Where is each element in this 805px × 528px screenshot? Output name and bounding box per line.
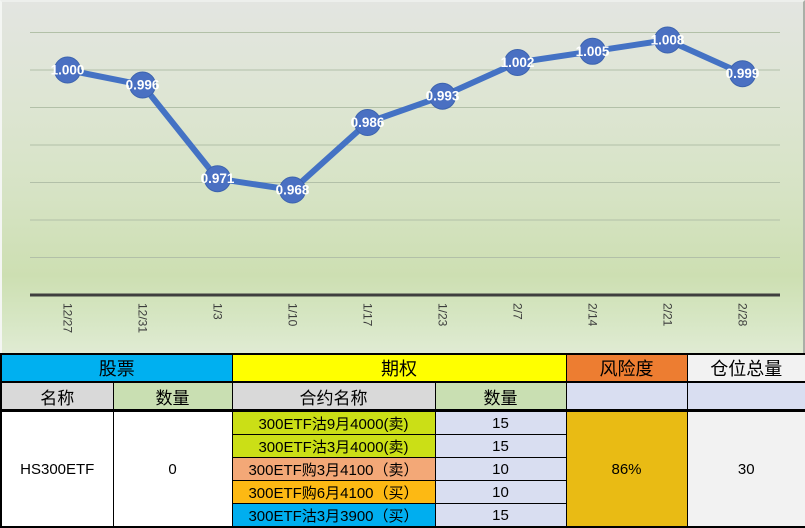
header-stock[interactable]: 股票 — [0, 353, 233, 383]
group-header-row: 股票 期权 风险度 仓位总量 — [0, 353, 805, 383]
data-point-marker — [54, 56, 81, 84]
contract-qty-cell[interactable]: 15 — [434, 410, 567, 435]
table-row: 300ETF购6月4100（买） 10 — [1, 480, 805, 504]
subheader-total-blank[interactable] — [686, 381, 805, 412]
data-point-label: 1.002 — [501, 55, 535, 70]
x-axis-tick-label: 12/27 — [61, 303, 75, 333]
data-point-marker — [279, 176, 306, 204]
x-axis-tick-label: 2/7 — [511, 303, 525, 320]
contract-name-cell[interactable]: 300ETF沽3月4000(卖) — [231, 434, 436, 458]
contract-name-cell[interactable]: 300ETF购3月4100（卖） — [231, 457, 436, 481]
subheader-risk-blank[interactable] — [565, 381, 688, 412]
header-option[interactable]: 期权 — [231, 353, 567, 383]
x-axis-tick-label: 2/14 — [586, 303, 600, 327]
data-point-label: 0.971 — [201, 171, 235, 186]
data-point-marker — [204, 165, 231, 193]
contract-name-cell[interactable]: 300ETF沽9月4000(卖) — [231, 410, 436, 435]
data-point-label: 1.000 — [51, 63, 85, 78]
contract-name-cell[interactable]: 300ETF购6月4100（买） — [231, 480, 436, 504]
stock-name-cell[interactable]: HS300ETF — [0, 410, 114, 528]
data-point-label: 1.008 — [651, 33, 685, 48]
table-row: HS300ETF 0 300ETF沽9月4000(卖) 15 86% 30 — [0, 410, 805, 528]
data-point-label: 1.005 — [576, 44, 610, 59]
sub-header-row: 名称 数量 合约名称 数量 — [0, 381, 805, 412]
contract-name-cell[interactable]: 300ETF沽3月3900（买） — [231, 503, 436, 528]
contract-qty-cell[interactable]: 15 — [434, 503, 567, 528]
contract-qty-cell[interactable]: 15 — [434, 434, 567, 458]
x-axis-tick-label: 1/17 — [361, 303, 375, 327]
header-risk[interactable]: 风险度 — [565, 353, 688, 383]
stock-qty-cell[interactable]: 0 — [112, 410, 233, 528]
data-point-label: 0.968 — [276, 183, 310, 198]
x-axis-tick-label: 1/23 — [436, 303, 450, 327]
net-value-line-chart[interactable]: 1.000 12/27 0.996 12/31 0.971 1/3 0.968 1/10 0.9… — [0, 0, 805, 353]
data-point-marker — [579, 37, 606, 65]
data-point-label: 0.999 — [726, 66, 760, 81]
x-axis-tick-label: 12/31 — [136, 303, 150, 333]
chart-canvas: 1.000 12/27 0.996 12/31 0.971 1/3 0.968 1/10 0.9… — [30, 26, 780, 333]
data-point-marker — [729, 60, 756, 88]
contract-qty-cell[interactable]: 10 — [434, 457, 567, 481]
risk-value-cell[interactable]: 86% — [565, 410, 688, 528]
subheader-stock-name[interactable]: 名称 — [0, 381, 114, 412]
data-point-marker — [504, 49, 531, 76]
header-total[interactable]: 仓位总量 — [686, 353, 805, 383]
data-point-marker — [429, 82, 456, 110]
positions-table: 股票 期权 风险度 仓位总量 名称 数量 合约名称 数量 HS300ETF 0 … — [0, 353, 805, 528]
table-row: 300ETF购3月4100（卖） 10 — [1, 457, 805, 481]
x-axis-tick-label: 1/3 — [211, 303, 225, 320]
data-point-marker — [129, 71, 156, 99]
data-point-marker — [354, 109, 381, 136]
subheader-contract-qty[interactable]: 数量 — [434, 381, 567, 412]
data-point-label: 0.986 — [351, 115, 385, 130]
contract-qty-cell[interactable]: 10 — [434, 480, 567, 504]
x-axis-tick-label: 2/28 — [736, 303, 750, 327]
table-row: 300ETF沽3月4000(卖) 15 — [1, 434, 805, 458]
data-point-marker — [654, 26, 681, 54]
total-value-cell[interactable]: 30 — [686, 410, 805, 528]
x-axis-tick-label: 2/21 — [661, 303, 675, 327]
data-point-label: 0.993 — [426, 89, 460, 104]
data-point-label: 0.996 — [126, 78, 160, 93]
x-axis-tick-label: 1/10 — [286, 303, 300, 327]
subheader-contract-name[interactable]: 合约名称 — [231, 381, 436, 412]
series-line — [64, 37, 746, 193]
subheader-stock-qty[interactable]: 数量 — [112, 381, 233, 412]
